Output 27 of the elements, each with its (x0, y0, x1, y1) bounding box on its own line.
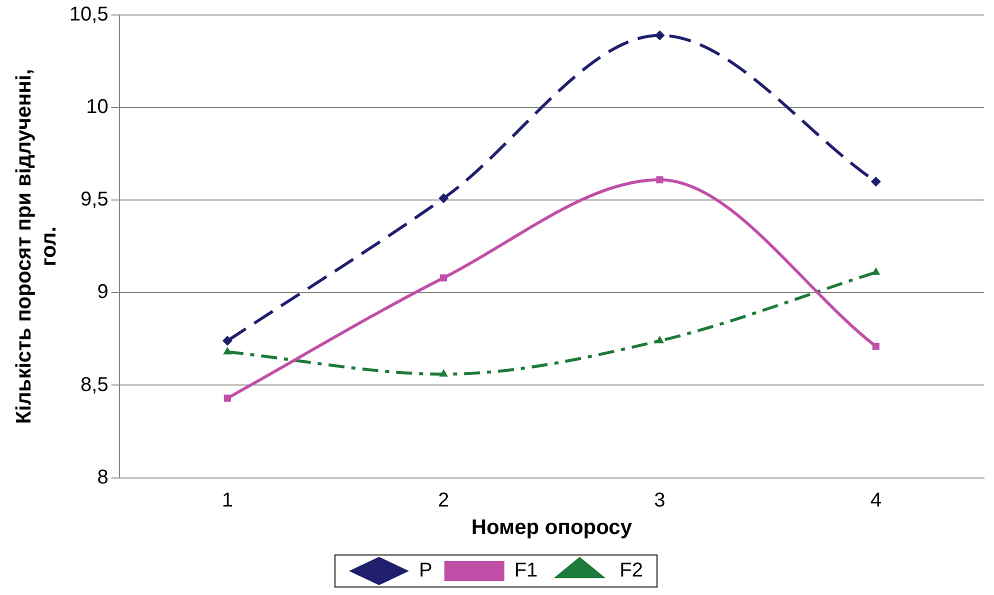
y-tick-label: 9 (97, 281, 108, 304)
point (224, 394, 231, 402)
point (655, 336, 664, 344)
y-axis-title: Кількість поросят при відлученні, гол. (12, 68, 61, 424)
y-tick-label: 10,5 (69, 4, 108, 26)
y-tick-label: 10 (86, 96, 108, 118)
y-tick-label: 9,5 (80, 188, 108, 211)
x-axis-title: Номер опоросу (471, 516, 632, 540)
point (222, 336, 232, 346)
y-tick-label: 8 (97, 466, 108, 488)
point (656, 176, 664, 184)
legend-label: F1 (514, 560, 538, 582)
point (439, 369, 448, 377)
legend-label: F2 (620, 560, 644, 582)
point (870, 176, 881, 187)
y-tick-label: 8,5 (80, 374, 108, 396)
x-tick-label: 3 (654, 489, 666, 512)
point (440, 274, 448, 282)
legend-label: P (418, 560, 432, 582)
point (438, 193, 449, 204)
point (872, 267, 880, 275)
x-tick-label: 4 (870, 489, 882, 512)
x-tick-label: 2 (438, 489, 450, 512)
point (872, 342, 880, 350)
point (223, 346, 232, 354)
x-tick-label: 1 (222, 489, 233, 512)
point (654, 30, 665, 40)
